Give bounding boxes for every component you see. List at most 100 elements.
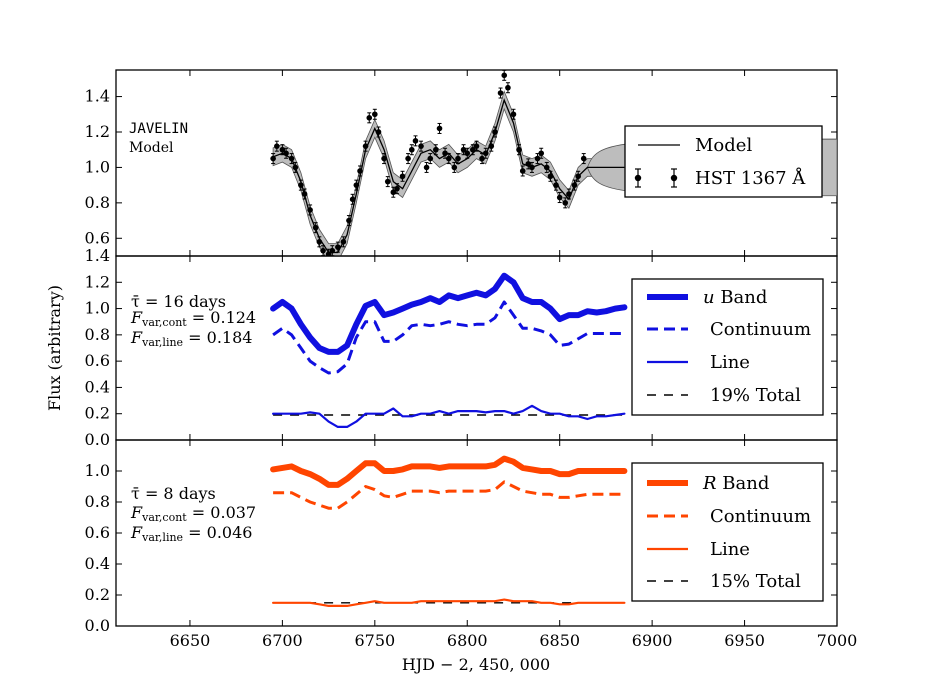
series-continuum	[272, 300, 625, 375]
data-point-hst	[529, 161, 535, 173]
legend-bottom: R Band Continuum Line 15% Total	[631, 462, 824, 602]
data-point-hst	[516, 144, 522, 156]
annotation-fvar-line: Fvar,line = 0.046	[130, 523, 252, 544]
data-point-hst	[553, 179, 559, 191]
y-tick-label: 0.2	[85, 404, 110, 423]
data-point-hst	[366, 112, 373, 124]
data-point-hst	[381, 153, 387, 165]
data-point-hst	[270, 153, 276, 165]
annotation-f-symbol: F	[130, 328, 143, 347]
data-point-hst	[519, 165, 526, 177]
legend-label-r-band: R Band	[702, 473, 769, 494]
series-model	[272, 98, 625, 254]
data-point-hst	[482, 147, 489, 159]
panel-bottom: 0.0 0.2 0.4 0.6 0.8 1.0 6650 6700 6750 6800 6850 69…	[85, 439, 858, 650]
annotation-f-symbol: F	[130, 523, 143, 542]
legend-label-line: Line	[710, 539, 750, 560]
legend-swatch-hst	[634, 168, 678, 188]
y-tick-label: 0.4	[85, 554, 110, 573]
y-tick-label: 0.0	[85, 430, 110, 449]
annotation-value: = 0.184	[183, 328, 252, 347]
y-tick-label: 1.0	[85, 299, 110, 318]
data-point-hst	[455, 153, 461, 165]
legend-label-total: 19% Total	[710, 385, 801, 406]
data-point-hst	[412, 135, 419, 147]
data-point-hst	[547, 170, 554, 182]
data-point-hst	[525, 158, 532, 170]
x-tick-label: 6800	[447, 631, 488, 650]
legend-band-word: Band	[715, 287, 768, 308]
data-point-hst	[394, 183, 400, 195]
annotation-fvar-line: Fvar,line = 0.184	[130, 328, 252, 349]
x-tick-label: 7000	[817, 631, 858, 650]
annotation-f-symbol: F	[130, 503, 143, 522]
series-line	[272, 598, 626, 607]
data-point-hst	[316, 236, 323, 248]
data-point-hst	[445, 153, 452, 165]
y-tick-label: 0.6	[85, 351, 110, 370]
data-point-hst	[580, 153, 587, 165]
data-point-hst	[505, 82, 511, 94]
series-line	[272, 404, 626, 428]
legend-label-continuum: Continuum	[710, 506, 811, 527]
legend-label-continuum: Continuum	[710, 319, 811, 340]
data-point-hst	[556, 192, 563, 204]
series-continuum	[273, 480, 625, 510]
x-tick-label: 6900	[632, 631, 673, 650]
annotation-fvar-cont: Fvar,cont = 0.124	[130, 308, 256, 329]
data-point-hst	[562, 197, 569, 209]
annotation-subscript: var,line	[141, 336, 183, 349]
data-point-hst	[346, 215, 352, 227]
data-point-hst	[451, 161, 458, 173]
legend-label-line: Line	[710, 352, 750, 373]
legend-top: Model HST 1367 Å	[624, 125, 823, 198]
x-tick-label: 6850	[539, 631, 580, 650]
y-axis-label: Flux (arbitrary)	[45, 285, 64, 411]
series-u-band	[270, 272, 628, 355]
legend-label-model: Model	[695, 135, 752, 156]
data-point-hst	[473, 140, 480, 152]
data-point-hst	[301, 188, 308, 200]
annotation-subscript: var,cont	[141, 511, 187, 524]
annotation-tau: τ̄ = 8 days	[131, 484, 216, 503]
data-point-hst	[433, 144, 439, 156]
data-point-hst	[298, 179, 304, 191]
legend-band-letter: u	[703, 287, 715, 308]
data-point-hst	[307, 204, 313, 216]
y-tick-label: 0.6	[85, 523, 110, 542]
legend-band-letter: R	[702, 473, 717, 494]
y-tick-label: 0.8	[85, 492, 110, 511]
data-point-hst	[571, 179, 578, 191]
x-tick-label: 6950	[724, 631, 765, 650]
data-point-hst	[362, 140, 369, 152]
x-tick-label: 6700	[262, 631, 303, 650]
annotation-subscript: var,cont	[141, 316, 187, 329]
data-point-hst	[340, 236, 347, 248]
data-point-hst	[372, 108, 378, 120]
data-point-hst	[488, 140, 495, 152]
data-point-hst	[283, 147, 289, 159]
annotation-tau: τ̄ = 16 days	[131, 292, 226, 311]
data-point-hst	[501, 70, 508, 81]
data-point-hst	[288, 153, 295, 165]
plot-area	[270, 272, 628, 428]
data-point-hst	[312, 222, 319, 234]
y-tick-label: 0.0	[85, 616, 110, 635]
x-axis-label: HJD − 2, 450, 000	[402, 655, 550, 674]
x-tick-label: 6650	[170, 631, 211, 650]
data-point-hst	[384, 176, 391, 188]
data-point-hst	[464, 147, 471, 159]
y-tick-label: 1.0	[85, 461, 110, 480]
data-point-hst	[492, 126, 498, 138]
annotation-javelin: JAVELIN	[129, 121, 188, 137]
data-point-hst	[405, 153, 411, 165]
data-point-hst	[566, 188, 572, 200]
panel-middle: 0.0 0.2 0.4 0.6 0.8 1.0 1.2 1.4	[85, 246, 838, 449]
y-tick-label: 1.4	[85, 246, 110, 265]
y-tick-label: 1.2	[85, 272, 110, 291]
series-r-band	[270, 455, 628, 488]
y-tick-label: 0.8	[85, 193, 110, 212]
annotation-value: = 0.037	[187, 503, 256, 522]
legend-middle: u Band Continuum Line 19% Total	[631, 278, 824, 416]
